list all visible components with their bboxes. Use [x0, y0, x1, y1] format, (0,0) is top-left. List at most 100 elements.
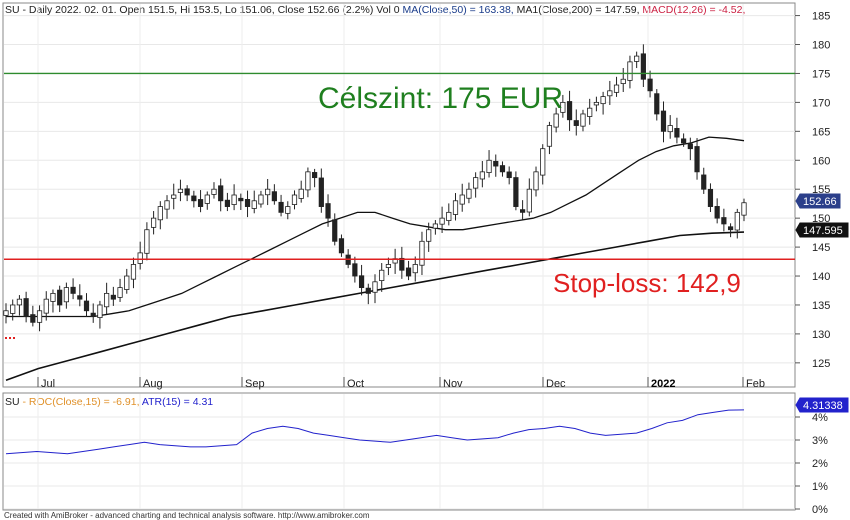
last-price-tag-text: 152.66	[803, 196, 837, 208]
candle-body	[77, 295, 83, 300]
indicator-axis-label: 3%	[812, 435, 828, 447]
candle-body	[204, 194, 210, 204]
ma50-line	[6, 136, 745, 318]
time-axis-label: Sep	[245, 378, 265, 390]
candle-body	[452, 200, 459, 215]
candle-body	[506, 171, 512, 179]
candle-body	[332, 219, 338, 242]
price-axis-label: 125	[812, 358, 830, 370]
candle-body	[587, 107, 593, 117]
candle-body	[244, 199, 251, 207]
candle-body	[70, 286, 76, 294]
candle-body	[305, 171, 311, 191]
candle-body	[533, 171, 539, 191]
candle-body	[258, 194, 264, 205]
candle-body	[238, 197, 244, 202]
candle-body	[271, 191, 277, 202]
footer-credit: Created with AmiBroker - advanced charti…	[4, 511, 370, 520]
candle-body	[171, 194, 177, 199]
candle-body	[600, 96, 606, 105]
atr-value-tag: 4.31338	[795, 397, 849, 413]
candle-body	[640, 53, 646, 80]
ma200-price-tag-text: 147.595	[803, 225, 843, 237]
candle-body	[540, 148, 546, 176]
candle-body	[110, 294, 116, 300]
candle-body	[104, 292, 110, 308]
candle-body	[721, 217, 727, 225]
candle-body	[620, 78, 626, 84]
time-axis-label: Feb	[746, 378, 765, 390]
candle-body	[687, 143, 693, 150]
candle-body	[426, 229, 432, 242]
indicator-roc: - ROC(Close,15) = -6.91,	[20, 396, 140, 408]
candle-body	[674, 128, 680, 138]
header-ticker: SU	[5, 4, 20, 16]
candle-body	[473, 177, 479, 189]
atr-value-tag-text: 4.31338	[803, 400, 843, 412]
candle-body	[285, 206, 291, 214]
candles-group	[3, 44, 747, 332]
candle-body	[727, 226, 734, 231]
time-axis-label: 2022	[651, 378, 675, 390]
candle-body	[298, 188, 304, 199]
candle-body	[694, 146, 700, 173]
price-axis-label: 135	[812, 300, 830, 312]
candle-body	[30, 314, 36, 323]
price-axis-label: 170	[812, 97, 830, 109]
candle-body	[50, 292, 56, 302]
horizontal-lines-group	[4, 72, 795, 260]
candle-body	[439, 217, 445, 225]
candle-body	[218, 185, 224, 202]
price-axis-label: 155	[812, 184, 830, 196]
price-axis-label: 130	[812, 329, 830, 341]
ma200-price-tag: 147.595	[795, 222, 849, 238]
candle-body	[137, 252, 143, 264]
candle-body	[130, 264, 137, 280]
candle-body	[566, 101, 573, 121]
indicator-axis-label: 1%	[812, 481, 828, 493]
time-axis-label: Nov	[443, 378, 463, 390]
candle-body	[660, 110, 667, 132]
price-axis-label: 175	[812, 68, 830, 80]
candle-body	[150, 217, 157, 228]
candle-body	[124, 275, 130, 290]
candle-body	[681, 138, 687, 144]
candle-body	[412, 264, 418, 274]
candle-body	[593, 101, 600, 106]
candle-body	[701, 174, 707, 190]
indicator-atr: ATR(15) = 4.31	[140, 396, 214, 408]
candle-body	[157, 206, 163, 221]
candle-body	[338, 238, 345, 254]
price-axis: 125 130 135 140 145 150 155 160 165 170 175 180 185	[795, 11, 830, 370]
candle-body	[580, 113, 586, 127]
candle-body	[318, 177, 324, 207]
candle-body	[197, 199, 204, 207]
candle-body	[446, 211, 452, 221]
candle-body	[513, 177, 519, 207]
indicator-panel	[2, 392, 796, 511]
candle-body	[231, 194, 237, 205]
candle-body	[211, 188, 217, 195]
candle-body	[10, 304, 16, 314]
left-marker-dots	[5, 337, 15, 339]
time-axis-label: Oct	[347, 378, 364, 390]
price-axis-label: 150	[812, 213, 830, 225]
candle-body	[526, 188, 532, 213]
candle-body	[16, 298, 23, 306]
candle-body	[647, 78, 653, 92]
candle-body	[667, 125, 673, 133]
candle-body	[466, 188, 472, 199]
candle-body	[479, 171, 485, 180]
candle-body	[432, 223, 438, 229]
stop-annotation: Stop-loss: 142,9	[553, 268, 741, 298]
candle-body	[365, 287, 371, 294]
candle-body	[627, 61, 633, 81]
price-axis-label: 165	[812, 126, 830, 138]
candle-body	[23, 298, 29, 317]
candle-body	[36, 310, 43, 323]
candle-body	[634, 55, 640, 62]
candle-body	[553, 113, 559, 128]
candle-body	[184, 188, 190, 196]
candle-body	[499, 165, 506, 173]
candle-body	[144, 229, 150, 254]
